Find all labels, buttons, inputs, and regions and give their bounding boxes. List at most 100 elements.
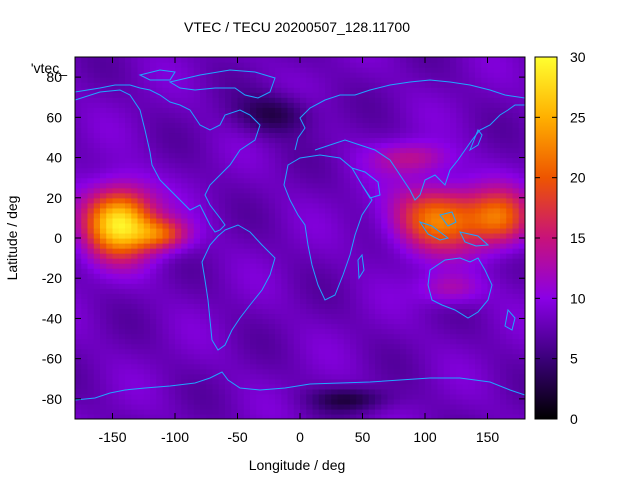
heatmap-cell [468, 303, 476, 309]
heatmap-cell [368, 62, 376, 68]
heatmap-cell [87, 187, 95, 194]
heatmap-cell [281, 318, 289, 325]
heatmap-cell [356, 187, 364, 194]
heatmap-cell [450, 97, 457, 103]
heatmap-cell [268, 323, 276, 330]
heatmap-cell [125, 232, 132, 239]
heatmap-cell [175, 413, 182, 419]
heatmap-cell [106, 72, 114, 78]
heatmap-cell [187, 353, 195, 360]
heatmap-cell [456, 57, 464, 63]
heatmap-cell [300, 182, 307, 189]
heatmap-cell [493, 137, 501, 144]
heatmap-cell [250, 368, 257, 375]
heatmap-cell [175, 167, 182, 174]
heatmap-cell [225, 132, 232, 139]
heatmap-cell [212, 378, 220, 385]
heatmap-cell [475, 77, 482, 83]
heatmap-cell [456, 343, 464, 350]
heatmap-cell [456, 253, 464, 259]
heatmap-cell [262, 177, 270, 184]
heatmap-cell [137, 343, 145, 350]
heatmap-cell [387, 408, 395, 415]
heatmap-cell [125, 238, 132, 244]
heatmap-cell [81, 293, 89, 299]
heatmap-cell [500, 273, 507, 279]
heatmap-cell [300, 197, 307, 204]
heatmap-cell [293, 253, 301, 259]
heatmap-cell [175, 248, 182, 254]
heatmap-cell [350, 67, 357, 73]
heatmap-cell [275, 408, 282, 415]
heatmap-cell [350, 112, 357, 118]
heatmap-cell [206, 383, 214, 390]
heatmap-cell [443, 343, 451, 350]
heatmap-cell [243, 293, 251, 299]
heatmap-cell [425, 258, 432, 264]
heatmap-cell [200, 217, 207, 224]
heatmap-cell [93, 112, 101, 118]
heatmap-cell [381, 97, 389, 103]
heatmap-cell [212, 298, 220, 304]
heatmap-cell [137, 353, 145, 360]
heatmap-cell [237, 358, 245, 365]
heatmap-cell [168, 112, 176, 118]
heatmap-cell [256, 413, 264, 419]
heatmap-cell [212, 162, 220, 169]
heatmap-cell [406, 328, 414, 335]
heatmap-cell [356, 243, 364, 249]
heatmap-cell [337, 217, 345, 224]
heatmap-cell [243, 127, 251, 134]
heatmap-cell [481, 258, 489, 264]
heatmap-cell [237, 343, 245, 350]
heatmap-cell [450, 413, 457, 419]
heatmap-cell [343, 243, 351, 249]
heatmap-cell [356, 87, 364, 93]
heatmap-cell [412, 278, 420, 284]
heatmap-cell [481, 343, 489, 350]
heatmap-cell [262, 57, 270, 63]
heatmap-cell [431, 378, 439, 385]
heatmap-cell [475, 67, 482, 73]
heatmap-cell [156, 222, 164, 229]
heatmap-cell [87, 202, 95, 209]
heatmap-cell [100, 278, 107, 284]
heatmap-cell [93, 353, 101, 360]
heatmap-cell [468, 308, 476, 315]
heatmap-cell [362, 298, 370, 304]
heatmap-cell [187, 117, 195, 123]
heatmap-cell [212, 263, 220, 269]
heatmap-cell [431, 182, 439, 189]
heatmap-cell [506, 333, 514, 340]
heatmap-cell [462, 87, 470, 93]
heatmap-cell [137, 413, 145, 419]
heatmap-cell [325, 187, 332, 194]
heatmap-cell [193, 122, 201, 128]
heatmap-cell [118, 127, 126, 134]
heatmap-cell [293, 338, 301, 345]
heatmap-cell [425, 288, 432, 294]
heatmap-cell [243, 197, 251, 204]
heatmap-cell [337, 348, 345, 355]
heatmap-cell [412, 258, 420, 264]
heatmap-cell [106, 313, 114, 320]
heatmap-cell [425, 403, 432, 410]
heatmap-cell [275, 167, 282, 174]
heatmap-cell [143, 263, 151, 269]
heatmap-cell [400, 127, 407, 134]
heatmap-cell [200, 388, 207, 395]
heatmap-cell [462, 278, 470, 284]
heatmap-cell [81, 72, 89, 78]
heatmap-cell [306, 152, 314, 159]
heatmap-cell [300, 107, 307, 113]
heatmap-cell [81, 127, 89, 134]
heatmap-cell [262, 268, 270, 274]
heatmap-cell [87, 343, 95, 350]
heatmap-cell [118, 87, 126, 93]
heatmap-cell [312, 192, 320, 199]
heatmap-cell [356, 212, 364, 219]
heatmap-cell [256, 238, 264, 244]
heatmap-cell [368, 172, 376, 179]
heatmap-cell [431, 363, 439, 370]
heatmap-cell [256, 343, 264, 350]
